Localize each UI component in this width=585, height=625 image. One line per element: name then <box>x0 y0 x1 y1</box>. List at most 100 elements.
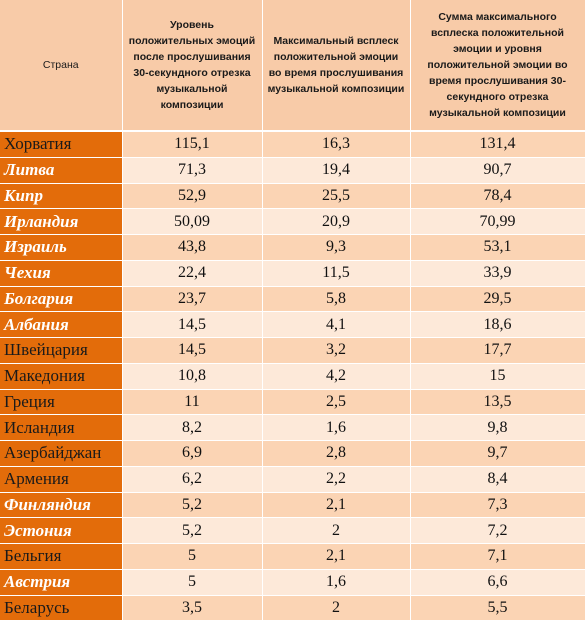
max-surge-value-cell: 16,3 <box>262 131 411 158</box>
sum-value-cell: 15 <box>410 363 585 390</box>
max-surge-value-cell: 2 <box>262 595 411 622</box>
table-row: Швейцария 14,5 3,2 17,7 <box>0 337 585 364</box>
table-row: Азербайджан 6,9 2,8 9,7 <box>0 440 585 467</box>
max-surge-value-cell: 20,9 <box>262 208 411 235</box>
country-cell: Хорватия <box>0 131 123 158</box>
level-value-cell: 5 <box>122 543 263 570</box>
sum-value-cell: 7,2 <box>410 517 585 544</box>
country-cell: Бельгия <box>0 543 123 570</box>
level-value-cell: 50,09 <box>122 208 263 235</box>
sum-value-cell: 17,7 <box>410 337 585 364</box>
level-value-cell: 22,4 <box>122 260 263 287</box>
level-value-cell: 43,8 <box>122 234 263 261</box>
max-surge-value-cell: 11,5 <box>262 260 411 287</box>
level-value-cell: 23,7 <box>122 286 263 313</box>
max-surge-value-cell: 2,2 <box>262 466 411 493</box>
level-value-cell: 14,5 <box>122 337 263 364</box>
level-value-cell: 10,8 <box>122 363 263 390</box>
level-value-cell: 11 <box>122 389 263 416</box>
country-cell: Македония <box>0 363 123 390</box>
country-cell: Эстония <box>0 517 123 544</box>
max-surge-value-cell: 2,1 <box>262 492 411 519</box>
country-cell: Азербайджан <box>0 440 123 467</box>
table-row: Греция 11 2,5 13,5 <box>0 389 585 416</box>
sum-value-cell: 53,1 <box>410 234 585 261</box>
max-surge-value-cell: 4,2 <box>262 363 411 390</box>
table-row: Литва 71,3 19,4 90,7 <box>0 157 585 184</box>
country-cell: Болгария <box>0 286 123 313</box>
max-surge-value-cell: 19,4 <box>262 157 411 184</box>
table-row: Бельгия 5 2,1 7,1 <box>0 543 585 570</box>
table-row: Болгария 23,7 5,8 29,5 <box>0 286 585 313</box>
sum-value-cell: 18,6 <box>410 311 585 338</box>
sum-value-cell: 33,9 <box>410 260 585 287</box>
country-cell: Греция <box>0 389 123 416</box>
table-row: Армения 6,2 2,2 8,4 <box>0 466 585 493</box>
sum-value-cell: 5,5 <box>410 595 585 622</box>
sum-value-cell: 78,4 <box>410 183 585 210</box>
max-surge-value-cell: 25,5 <box>262 183 411 210</box>
max-surge-value-cell: 3,2 <box>262 337 411 364</box>
table-row: Беларусь 3,5 2 5,5 <box>0 595 585 622</box>
table-row: Албания 14,5 4,1 18,6 <box>0 311 585 338</box>
country-cell: Беларусь <box>0 595 123 622</box>
table-header-row: Страна Уровень положительных эмоций посл… <box>0 0 585 132</box>
header-country: Страна <box>0 0 123 132</box>
header-level-after-30s: Уровень положительных эмоций после просл… <box>122 0 263 132</box>
table-row: Чехия 22,4 11,5 33,9 <box>0 260 585 287</box>
sum-value-cell: 9,7 <box>410 440 585 467</box>
sum-value-cell: 70,99 <box>410 208 585 235</box>
table-row: Македония 10,8 4,2 15 <box>0 363 585 390</box>
max-surge-value-cell: 2 <box>262 517 411 544</box>
sum-value-cell: 7,3 <box>410 492 585 519</box>
max-surge-value-cell: 2,5 <box>262 389 411 416</box>
table-row: Финляндия 5,2 2,1 7,3 <box>0 492 585 519</box>
level-value-cell: 3,5 <box>122 595 263 622</box>
table-row: Хорватия 115,1 16,3 131,4 <box>0 131 585 158</box>
country-cell: Кипр <box>0 183 123 210</box>
country-cell: Литва <box>0 157 123 184</box>
table-body: Хорватия 115,1 16,3 131,4 Литва 71,3 19,4 90,7 К… <box>0 131 585 622</box>
table-row: Кипр 52,9 25,5 78,4 <box>0 183 585 210</box>
level-value-cell: 71,3 <box>122 157 263 184</box>
sum-value-cell: 7,1 <box>410 543 585 570</box>
sum-value-cell: 6,6 <box>410 569 585 596</box>
country-cell: Финляндия <box>0 492 123 519</box>
level-value-cell: 14,5 <box>122 311 263 338</box>
max-surge-value-cell: 2,8 <box>262 440 411 467</box>
country-cell: Ирландия <box>0 208 123 235</box>
country-cell: Швейцария <box>0 337 123 364</box>
table-row: Исландия 8,2 1,6 9,8 <box>0 414 585 441</box>
sum-value-cell: 131,4 <box>410 131 585 158</box>
level-value-cell: 52,9 <box>122 183 263 210</box>
sum-value-cell: 29,5 <box>410 286 585 313</box>
table-row: Ирландия 50,09 20,9 70,99 <box>0 208 585 235</box>
country-cell: Албания <box>0 311 123 338</box>
max-surge-value-cell: 5,8 <box>262 286 411 313</box>
header-sum: Сумма максимального всплеска положительн… <box>410 0 585 132</box>
country-cell: Исландия <box>0 414 123 441</box>
country-cell: Чехия <box>0 260 123 287</box>
max-surge-value-cell: 4,1 <box>262 311 411 338</box>
sum-value-cell: 13,5 <box>410 389 585 416</box>
table-row: Израиль 43,8 9,3 53,1 <box>0 234 585 261</box>
max-surge-value-cell: 9,3 <box>262 234 411 261</box>
level-value-cell: 5,2 <box>122 517 263 544</box>
level-value-cell: 8,2 <box>122 414 263 441</box>
header-max-surge: Максимальный всплеск положительной эмоци… <box>262 0 411 132</box>
max-surge-value-cell: 1,6 <box>262 569 411 596</box>
table-row: Эстония 5,2 2 7,2 <box>0 517 585 544</box>
country-cell: Австрия <box>0 569 123 596</box>
sum-value-cell: 90,7 <box>410 157 585 184</box>
country-cell: Израиль <box>0 234 123 261</box>
max-surge-value-cell: 1,6 <box>262 414 411 441</box>
level-value-cell: 5 <box>122 569 263 596</box>
table-row: Австрия 5 1,6 6,6 <box>0 569 585 596</box>
level-value-cell: 115,1 <box>122 131 263 158</box>
country-cell: Армения <box>0 466 123 493</box>
level-value-cell: 6,2 <box>122 466 263 493</box>
sum-value-cell: 9,8 <box>410 414 585 441</box>
level-value-cell: 6,9 <box>122 440 263 467</box>
sum-value-cell: 8,4 <box>410 466 585 493</box>
